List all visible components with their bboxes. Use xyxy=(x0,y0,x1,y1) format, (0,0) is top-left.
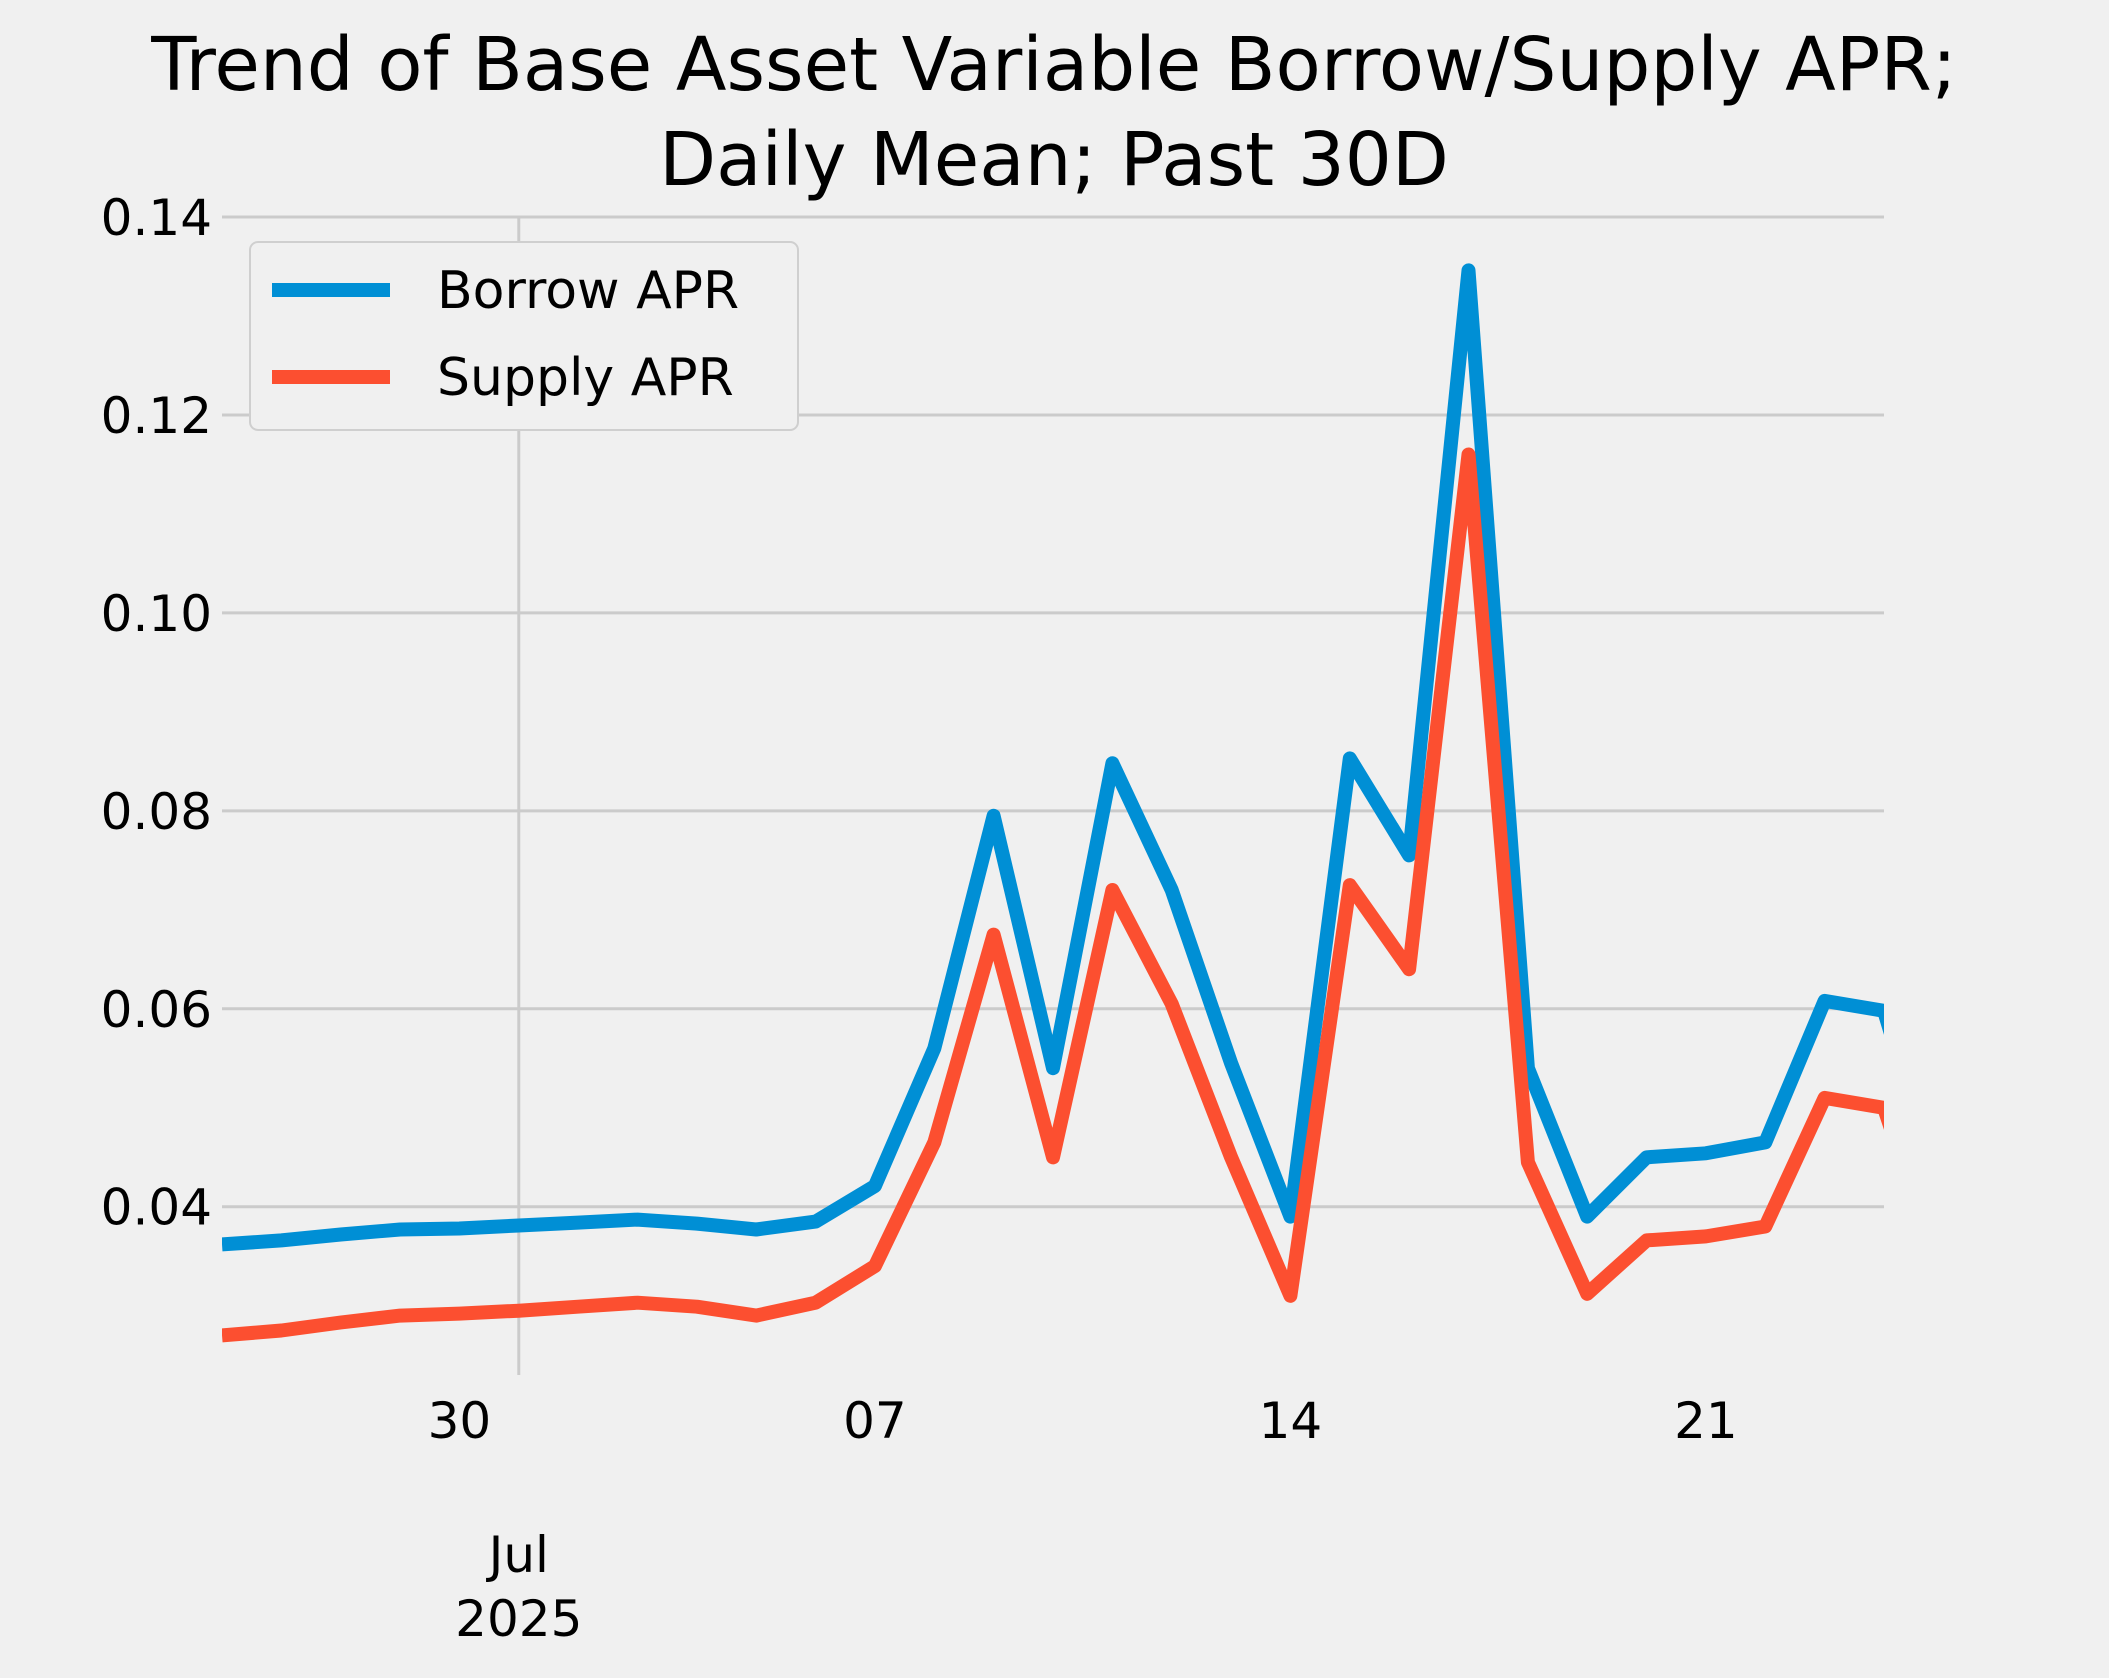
x-tick-label: 21 xyxy=(1674,1392,1738,1450)
y-tick-label: 0.14 xyxy=(101,189,212,247)
x-secondary-tick-label: 2025 xyxy=(455,1590,582,1648)
series-line-borrow-apr xyxy=(222,263,1884,1252)
y-tick-label: 0.04 xyxy=(101,1179,212,1237)
legend-label-borrow-apr: Borrow APR xyxy=(437,261,739,321)
x-tick-label: 30 xyxy=(428,1392,492,1450)
x-axis-ticks: Jul 2025 30 07 14 21 xyxy=(428,1392,1738,1648)
y-axis-ticks: 0.04 0.06 0.08 0.10 0.12 0.14 xyxy=(101,189,212,1237)
chart-title-line-1: Trend of Base Asset Variable Borrow/Supp… xyxy=(150,22,1957,108)
x-secondary-tick-label: Jul xyxy=(486,1526,549,1584)
series-line-supply-apr xyxy=(222,447,1884,1343)
x-tick-label: 07 xyxy=(843,1392,907,1450)
legend-label-supply-apr: Supply APR xyxy=(437,348,734,408)
y-tick-label: 0.10 xyxy=(101,585,212,643)
y-tick-label: 0.12 xyxy=(101,387,212,445)
legend: Borrow APR Supply APR xyxy=(249,241,799,431)
y-tick-label: 0.08 xyxy=(101,783,212,841)
x-tick-label: 14 xyxy=(1259,1392,1323,1450)
chart-title-line-2: Daily Mean; Past 30D xyxy=(659,117,1449,203)
series-layer xyxy=(222,263,1884,1343)
y-tick-label: 0.06 xyxy=(101,981,212,1039)
